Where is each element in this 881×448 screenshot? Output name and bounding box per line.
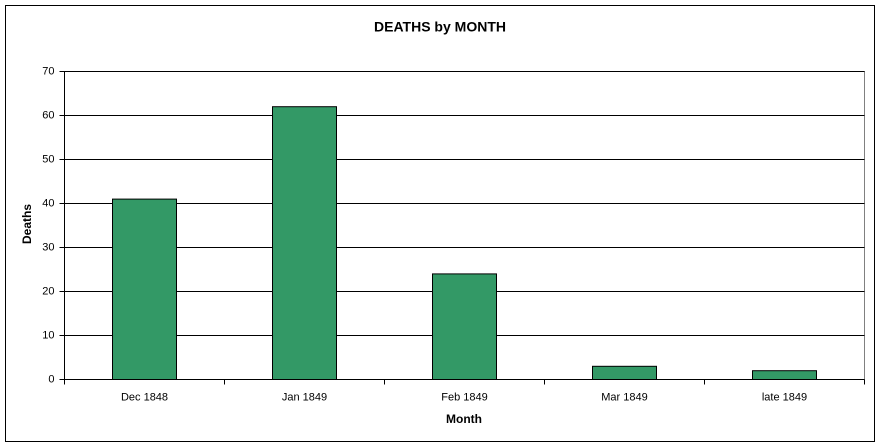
x-tick-label: Jan 1849 — [282, 391, 327, 403]
y-tick-label: 40 — [42, 197, 54, 209]
x-axis-label: Month — [446, 412, 482, 426]
bar — [272, 106, 337, 380]
x-tick-label: Feb 1849 — [441, 391, 487, 403]
y-tick-label: 50 — [42, 153, 54, 165]
bar — [432, 273, 497, 380]
y-tick-label: 20 — [42, 285, 54, 297]
y-tick-label: 10 — [42, 329, 54, 341]
y-tick-label: 70 — [42, 65, 54, 77]
x-tick-label: late 1849 — [762, 391, 807, 403]
y-tick-label: 0 — [48, 373, 54, 385]
chart-title: DEATHS by MONTH — [374, 19, 506, 35]
x-tick-label: Dec 1848 — [121, 391, 168, 403]
y-tick-label: 60 — [42, 109, 54, 121]
x-tick-label: Mar 1849 — [601, 391, 647, 403]
bar — [752, 370, 817, 381]
y-axis-label: Deaths — [20, 204, 34, 244]
bar — [112, 198, 177, 380]
y-tick-label: 30 — [42, 241, 54, 253]
bar — [592, 365, 657, 380]
